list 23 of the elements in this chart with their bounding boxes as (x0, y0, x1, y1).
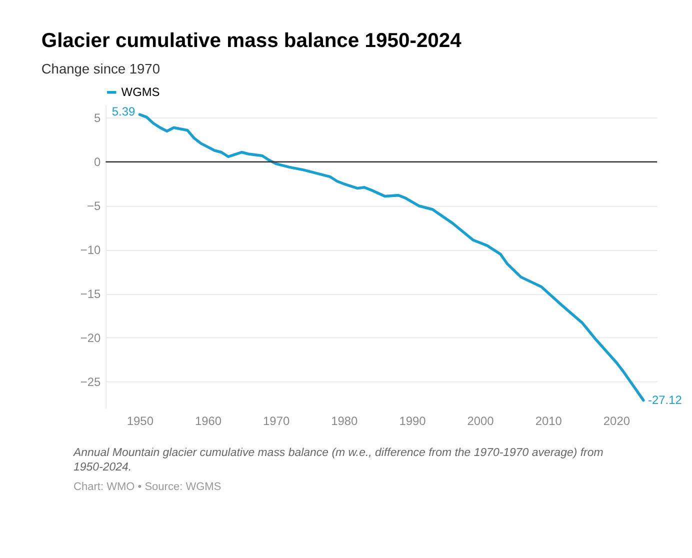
data-label: 5.39 (112, 104, 136, 118)
x-tick-label: 2020 (603, 414, 630, 428)
chart-title: Glacier cumulative mass balance 1950-2024 (41, 30, 462, 52)
text: Chart: WMO • Source: WGMS (74, 480, 222, 493)
x-tick-label: 2000 (467, 414, 494, 428)
y-tick-label: −15 (80, 286, 101, 301)
y-tick-label: 0 (94, 155, 101, 170)
x-tick-label: 1960 (194, 414, 222, 428)
x-tick-label: 2010 (535, 414, 562, 428)
y-tick-label: −25 (80, 374, 101, 389)
y-tick-label: −5 (87, 198, 101, 213)
x-tick-label: 1980 (331, 414, 358, 428)
line-series (138, 113, 645, 402)
x-tick-label: 1990 (399, 414, 426, 428)
legend-label: WGMS (121, 85, 160, 100)
x-tick-label: 1950 (126, 414, 154, 428)
x-tick-label: 1970 (263, 414, 290, 428)
y-tick-label: 5 (94, 111, 101, 126)
y-tick-label: −10 (80, 242, 101, 257)
text: Annual Mountain glacier cumulative mass balance (m w.e., difference from the 1970-1970 average) from 1950-2024. (72, 446, 604, 474)
data-label: -27.12 (648, 392, 682, 407)
chart-subtitle: Change since 1970 (41, 62, 160, 77)
y-tick-label: −20 (80, 330, 101, 345)
